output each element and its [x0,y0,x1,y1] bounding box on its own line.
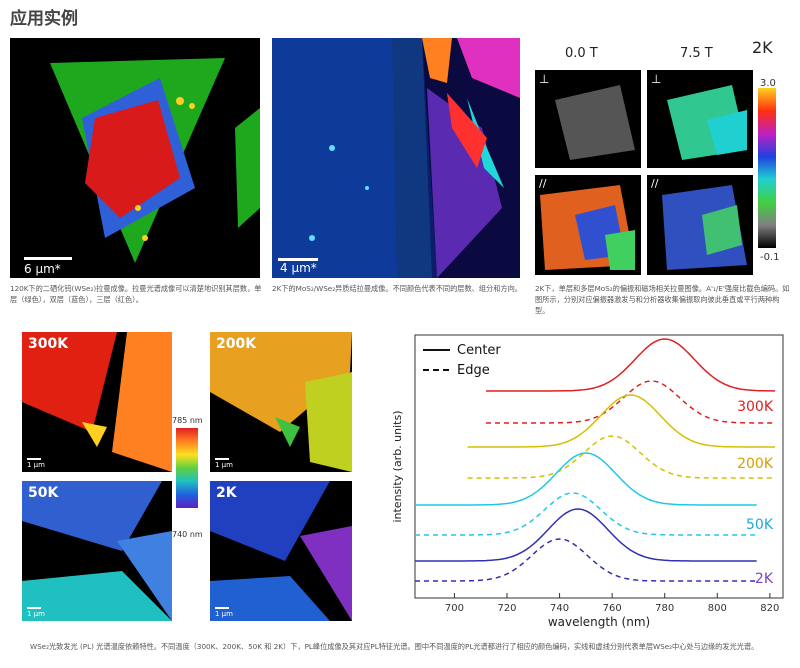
colorbar-min: -0.1 [760,252,780,263]
x-tick-label: 720 [497,603,516,614]
series-label: 200K [737,456,774,472]
scale-label: 1 µm [27,610,45,618]
section-title: 应用实例 [10,9,78,29]
scale-label: 1 µm [215,461,233,469]
series-line-edge [467,435,776,479]
polarized-map-para-7.5T: // [647,175,753,275]
bottom-caption: WSe₂光致发光 (PL) 光谱温度依赖特性。不同温度（300K、200K、50… [30,642,759,651]
series-line-center [467,394,776,448]
scale-label: 4 µm* [280,261,317,275]
x-axis-label: wavelength (nm) [548,615,650,629]
perp-icon: ⊥ [539,72,550,86]
x-tick-label: 800 [708,603,727,614]
para-icon: // [651,177,659,190]
series-label: 300K [737,399,774,415]
series-line-center [415,452,757,506]
field-0T-label: 0.0 T [565,46,598,61]
pl-map-200K: 200K 1 µm [210,332,352,472]
x-tick-label: 700 [445,603,464,614]
polarized-map-perp-0T: ⊥ [535,70,641,168]
raman-image-heterostructure: 4 µm* [272,38,520,278]
polarized-map-perp-7.5T: ⊥ [647,70,753,168]
scale-label: 1 µm [27,461,45,469]
temp-label-300K: 300K [28,336,69,352]
pl-colorbar-max: 785 nm [172,416,203,425]
pl-map-300K: 300K 1 µm [22,332,172,472]
caption-p1: 120K下的二硒化钨(WSe₂)拉曼成像。拉曼光谱成像可以清楚地识别其层数，单层… [10,284,262,304]
temp-label-50K: 50K [28,485,59,501]
plot-frame [414,334,784,599]
legend-edge-label: Edge [457,363,490,378]
pl-map-50K: 50K 1 µm [22,481,172,621]
temp-label-200K: 200K [216,336,257,352]
colorbar [758,88,776,248]
series-line-edge [415,538,757,582]
perp-icon: ⊥ [651,72,662,86]
caption-p2: 2K下的MoS₂/WSe₂异质结拉曼成像。不同颜色代表不同的层数、组分和方向。 [272,284,522,293]
field-7.5T-label: 7.5 T [680,46,713,61]
series-line-center [486,338,776,392]
series-line-edge [415,492,757,536]
series-label: 50K [746,517,774,533]
pl-map-2K: 2K 1 µm [210,481,352,621]
legend-center-label: Center [457,343,501,358]
y-axis-label: intensity (arb. units) [391,410,404,522]
series-line-center [415,508,757,562]
x-tick-label: 760 [603,603,622,614]
temp-label: 2K [752,38,773,57]
series-label: 2K [755,571,774,587]
caption-p3: 2K下，单层和多层MoS₂的偏振和磁场相关拉曼图像。A'₁/E'强度比截色编码。… [535,284,790,315]
pl-spectra-chart: 700 720 740 760 780 800 820 wavelength (nm) inte… [385,333,785,633]
raman-image-wse2: 6 µm* [10,38,260,278]
series-line-edge [486,380,776,424]
pl-colorbar-min: 740 nm [172,530,203,539]
temp-label-2K: 2K [216,485,237,501]
x-tick-label: 820 [760,603,779,614]
pl-spectra-svg: 700 720 740 760 780 800 820 wavelength (nm) inte… [391,334,784,629]
polarized-map-para-0T: // [535,175,641,275]
x-tick-label: 740 [550,603,569,614]
scale-label: 1 µm [215,610,233,618]
para-icon: // [539,177,547,190]
colorbar-max: 3.0 [760,78,776,89]
scale-label: 6 µm* [24,262,61,276]
pl-colorbar [176,428,198,508]
x-tick-label: 780 [655,603,674,614]
